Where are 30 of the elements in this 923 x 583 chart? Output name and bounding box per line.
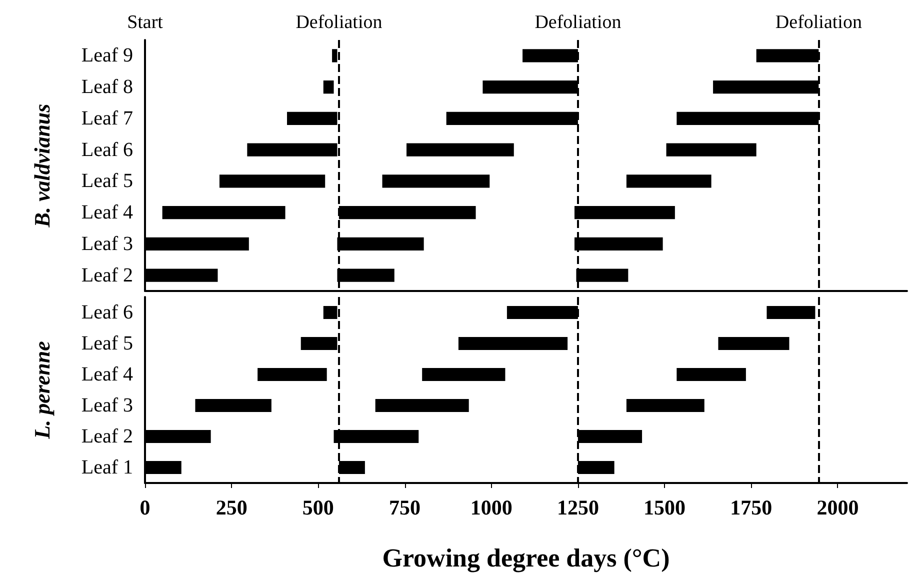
y-tick-label: Leaf 8 [81, 76, 133, 98]
x-tick-label: 0 [140, 496, 150, 520]
y-tick-label: Leaf 6 [81, 138, 133, 161]
y-tick-label: Leaf 4 [81, 202, 133, 224]
y-tick-label: Leaf 7 [81, 107, 133, 130]
x-tick-label: 1250 [556, 496, 599, 520]
x-tick-label: 1500 [644, 496, 686, 520]
y-tick-label: Leaf 2 [81, 426, 133, 448]
x-tick-label: 1000 [470, 496, 512, 520]
y-tick-label: Leaf 5 [81, 332, 133, 354]
text: Start [127, 12, 164, 33]
x-tick-label: 2000 [816, 496, 859, 520]
x-tick-label: 500 [302, 496, 334, 520]
y-tick-label: Leaf 1 [81, 456, 133, 478]
y-tick-label: Leaf 5 [81, 170, 133, 192]
ref-line-label: Defoliation [775, 12, 862, 33]
x-tick-label: 250 [216, 496, 248, 520]
y-tick-label: Leaf 9 [81, 44, 133, 67]
x-tick-label: 1750 [730, 496, 772, 520]
y-tick-label: Leaf 6 [81, 302, 133, 324]
y-tick-label: Leaf 2 [81, 264, 133, 286]
ref-line-label: Defoliation [296, 12, 383, 33]
y-axis-title: L. perenne [30, 340, 54, 440]
y-tick-label: Leaf 3 [81, 232, 133, 255]
y-tick-label: Leaf 4 [81, 364, 133, 386]
ref-line-label: Defoliation [534, 12, 622, 33]
y-tick-label: Leaf 3 [81, 394, 133, 416]
x-axis-title: Growing degree days (°C) [382, 544, 670, 572]
y-axis-title: B. valdvianus [30, 104, 54, 228]
x-tick-label: 750 [389, 496, 421, 520]
